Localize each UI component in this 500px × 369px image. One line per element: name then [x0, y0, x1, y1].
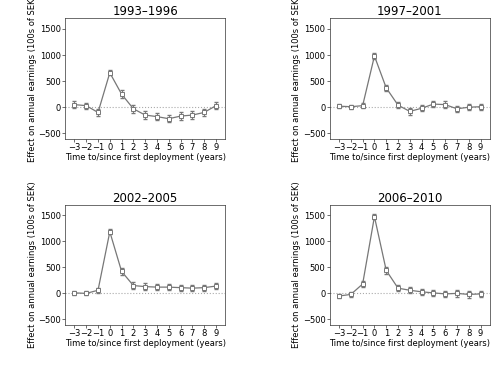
- X-axis label: Time to/since first deployment (years): Time to/since first deployment (years): [64, 153, 226, 162]
- Title: 2002–2005: 2002–2005: [112, 192, 178, 205]
- Title: 1997–2001: 1997–2001: [377, 6, 442, 18]
- X-axis label: Time to/since first deployment (years): Time to/since first deployment (years): [330, 153, 490, 162]
- Y-axis label: Effect on annual earnings (100s of SEK): Effect on annual earnings (100s of SEK): [292, 181, 302, 348]
- Y-axis label: Effect on annual earnings (100s of SEK): Effect on annual earnings (100s of SEK): [292, 0, 302, 162]
- Y-axis label: Effect on annual earnings (100s of SEK): Effect on annual earnings (100s of SEK): [28, 181, 36, 348]
- Title: 2006–2010: 2006–2010: [377, 192, 442, 205]
- Y-axis label: Effect on annual earnings (100s of SEK): Effect on annual earnings (100s of SEK): [28, 0, 36, 162]
- X-axis label: Time to/since first deployment (years): Time to/since first deployment (years): [330, 339, 490, 348]
- Title: 1993–1996: 1993–1996: [112, 6, 178, 18]
- X-axis label: Time to/since first deployment (years): Time to/since first deployment (years): [64, 339, 226, 348]
